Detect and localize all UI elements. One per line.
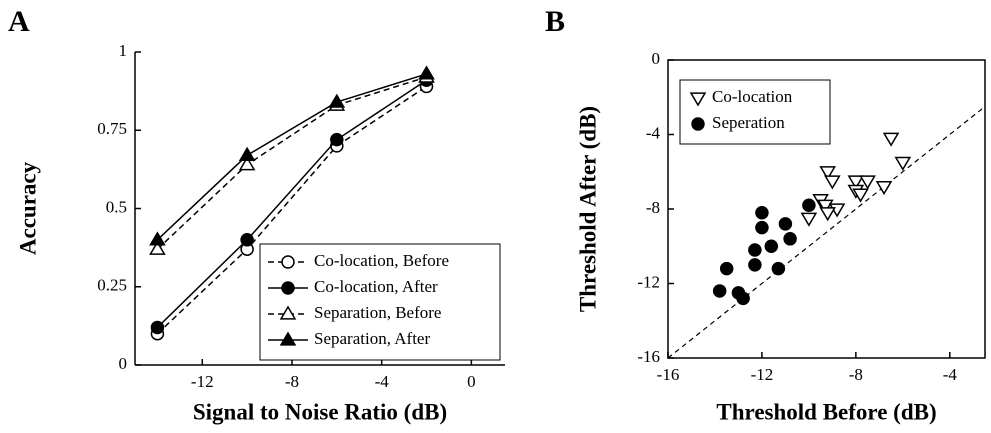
marker bbox=[847, 175, 865, 190]
marker bbox=[712, 284, 727, 298]
marker bbox=[238, 156, 256, 171]
marker bbox=[328, 93, 346, 108]
marker bbox=[894, 156, 912, 171]
series-line bbox=[156, 76, 427, 250]
x-tick-label: -16 bbox=[657, 365, 680, 384]
marker bbox=[149, 231, 166, 246]
marker bbox=[875, 181, 893, 196]
legend-label: Co-location, After bbox=[314, 277, 438, 296]
y-axis-label: Threshold After (dB) bbox=[575, 106, 600, 312]
marker bbox=[819, 166, 836, 181]
x-tick-label: -8 bbox=[285, 372, 299, 391]
series-line bbox=[156, 73, 427, 241]
legend-label: Co-location bbox=[712, 87, 793, 106]
marker bbox=[150, 320, 165, 335]
marker bbox=[330, 132, 344, 147]
y-axis-label: Accuracy bbox=[15, 161, 40, 255]
marker bbox=[819, 207, 836, 222]
marker bbox=[771, 261, 786, 276]
marker bbox=[240, 233, 254, 247]
x-tick-label: -12 bbox=[191, 372, 214, 391]
y-tick-label: 0 bbox=[652, 49, 661, 68]
marker bbox=[882, 132, 900, 147]
marker bbox=[783, 232, 797, 246]
marker bbox=[748, 243, 762, 257]
marker bbox=[859, 175, 876, 190]
marker bbox=[689, 92, 707, 107]
marker bbox=[719, 261, 734, 276]
panel-label: B bbox=[545, 5, 565, 38]
marker bbox=[281, 281, 295, 295]
y-tick-label: 0 bbox=[119, 354, 128, 373]
legend-label: Co-location, Before bbox=[314, 251, 449, 270]
x-tick-label: -12 bbox=[751, 365, 774, 384]
legend-label: Seperation bbox=[712, 113, 785, 132]
legend-box bbox=[679, 79, 831, 145]
marker bbox=[691, 117, 705, 131]
y-tick-label: -12 bbox=[637, 272, 660, 291]
marker bbox=[852, 188, 869, 203]
y-tick-label: 0.25 bbox=[97, 276, 127, 295]
x-tick-label: -8 bbox=[849, 365, 863, 384]
series-line bbox=[156, 85, 427, 335]
x-tick-label: -4 bbox=[943, 365, 958, 384]
marker bbox=[736, 291, 750, 306]
marker bbox=[824, 175, 841, 190]
y-tick-label: 1 bbox=[119, 41, 128, 60]
marker bbox=[238, 146, 256, 161]
x-axis-label: Threshold Before (dB) bbox=[716, 399, 936, 424]
y-tick-label: 0.5 bbox=[106, 197, 127, 216]
y-tick-label: -8 bbox=[646, 198, 660, 217]
marker bbox=[755, 220, 769, 235]
marker bbox=[764, 239, 779, 253]
legend-label: Separation, Before bbox=[314, 303, 441, 322]
marker bbox=[755, 205, 769, 220]
marker bbox=[279, 331, 297, 346]
marker bbox=[802, 198, 816, 213]
x-axis-label: Signal to Noise Ratio (dB) bbox=[193, 399, 447, 424]
marker bbox=[279, 305, 297, 320]
identity-line bbox=[667, 106, 986, 359]
y-tick-label: 0.75 bbox=[97, 119, 127, 138]
y-tick-label: -4 bbox=[646, 123, 661, 142]
y-tick-label: -16 bbox=[637, 347, 660, 366]
legend-label: Separation, After bbox=[314, 329, 430, 348]
marker bbox=[149, 240, 166, 255]
x-tick-label: -4 bbox=[375, 372, 390, 391]
marker bbox=[800, 212, 818, 227]
marker bbox=[418, 65, 435, 80]
marker bbox=[778, 217, 793, 231]
marker bbox=[748, 258, 762, 272]
series-line bbox=[156, 79, 427, 328]
panel-label: A bbox=[8, 5, 30, 38]
marker bbox=[281, 255, 295, 269]
x-tick-label: 0 bbox=[467, 372, 476, 391]
